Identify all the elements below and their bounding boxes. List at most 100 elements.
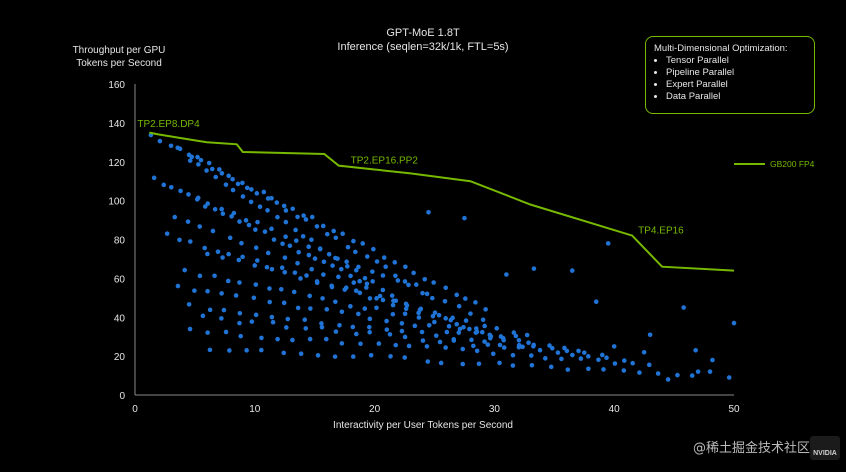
scatter-point (254, 191, 260, 196)
scatter-point (269, 266, 275, 272)
scatter-point (420, 290, 425, 296)
scatter-point (406, 282, 411, 288)
scatter-point (529, 362, 535, 368)
scatter-point (204, 168, 209, 173)
scatter-point (281, 350, 287, 356)
scatter-point (227, 235, 233, 241)
scatter-point (321, 259, 327, 265)
scatter-point (559, 356, 564, 362)
scatter-point (348, 273, 353, 279)
scatter-point (244, 348, 249, 353)
scatter-point (419, 329, 425, 335)
scatter-point (402, 311, 408, 317)
scatter-point (314, 280, 320, 286)
scatter-point (182, 267, 187, 273)
scatter-point (370, 279, 375, 284)
scatter-point (237, 310, 243, 316)
scatter-point (237, 219, 242, 224)
scatter-point (209, 166, 215, 172)
y-axis-label-line1: Throughput per GPU (72, 45, 166, 56)
scatter-point (370, 269, 375, 274)
scatter-point (689, 373, 695, 378)
x-tick-label: 0 (132, 404, 138, 415)
scatter-point (497, 342, 503, 348)
scatter-point (411, 270, 416, 276)
scatter-point (312, 256, 318, 261)
info-item-data-parallel: Data Parallel (666, 91, 806, 103)
scatter-point (731, 320, 737, 326)
scatter-point (161, 182, 167, 188)
scatter-point (177, 237, 182, 243)
scatter-point (364, 285, 369, 290)
scatter-point (582, 350, 587, 355)
y-tick-label: 0 (119, 391, 125, 402)
scatter-point (282, 269, 288, 275)
scatter-point (450, 315, 455, 321)
scatter-point (339, 341, 345, 346)
scatter-point (443, 345, 448, 350)
x-axis-label: Interactivity per User Tokens per Second (333, 420, 513, 431)
scatter-point (392, 260, 398, 265)
scatter-point (380, 297, 386, 303)
scatter-point (270, 319, 276, 325)
scatter-point (261, 189, 267, 195)
scatter-point (340, 231, 345, 237)
scatter-point (293, 227, 298, 233)
scatter-point (482, 323, 487, 329)
scatter-point (665, 377, 671, 382)
nvidia-logo: NVIDIA (810, 436, 840, 460)
scatter-point (585, 354, 591, 359)
scatter-point (219, 206, 224, 212)
scatter-point (399, 321, 405, 326)
scatter-point (217, 167, 222, 172)
scatter-point (681, 305, 686, 310)
scatter-point (172, 214, 178, 220)
scatter-point (168, 143, 174, 149)
scatter-point (309, 214, 315, 220)
scatter-point (309, 237, 314, 243)
scatter-point (476, 361, 482, 367)
scatter-point (350, 324, 356, 330)
scatter-point (510, 363, 516, 368)
scatter-point (621, 368, 627, 373)
annotation-label: TP2.EP16.PP2 (351, 156, 419, 167)
scatter-point (511, 330, 517, 335)
scatter-point (357, 290, 363, 296)
scatter-point (647, 332, 653, 338)
x-tick-label: 20 (369, 404, 381, 415)
y-axis-label: Throughput per GPU Tokens per Second (44, 44, 194, 70)
scatter-point (357, 278, 362, 284)
scatter-point (443, 316, 449, 321)
scatter-point (239, 240, 244, 246)
scatter-point (293, 238, 299, 243)
scatter-point (240, 194, 246, 199)
scatter-point (356, 311, 361, 317)
scatter-point (374, 296, 379, 301)
frontier-line-gb200-fp4 (149, 131, 735, 272)
scatter-point (362, 275, 368, 281)
scatter-point (338, 266, 344, 272)
scatter-point (292, 270, 298, 275)
scatter-point (456, 330, 462, 335)
scatter-point (280, 241, 285, 247)
scatter-point (586, 366, 591, 372)
scatter-point (290, 337, 295, 343)
scatter-point (324, 307, 330, 312)
scatter-point (324, 231, 330, 237)
scatter-point (257, 204, 263, 210)
scatter-point (237, 320, 242, 326)
scatter-point (403, 301, 409, 307)
scatter-point (246, 222, 252, 228)
scatter-point (275, 214, 280, 220)
scatter-point (236, 257, 242, 263)
scatter-point (426, 322, 432, 328)
scatter-point (399, 328, 405, 334)
scatter-point (510, 352, 516, 358)
scatter-point (187, 326, 193, 332)
scatter-point (303, 326, 309, 331)
scatter-point (226, 251, 231, 257)
scatter-point (391, 298, 396, 304)
scatter-point (368, 352, 374, 358)
scatter-point (282, 255, 288, 260)
